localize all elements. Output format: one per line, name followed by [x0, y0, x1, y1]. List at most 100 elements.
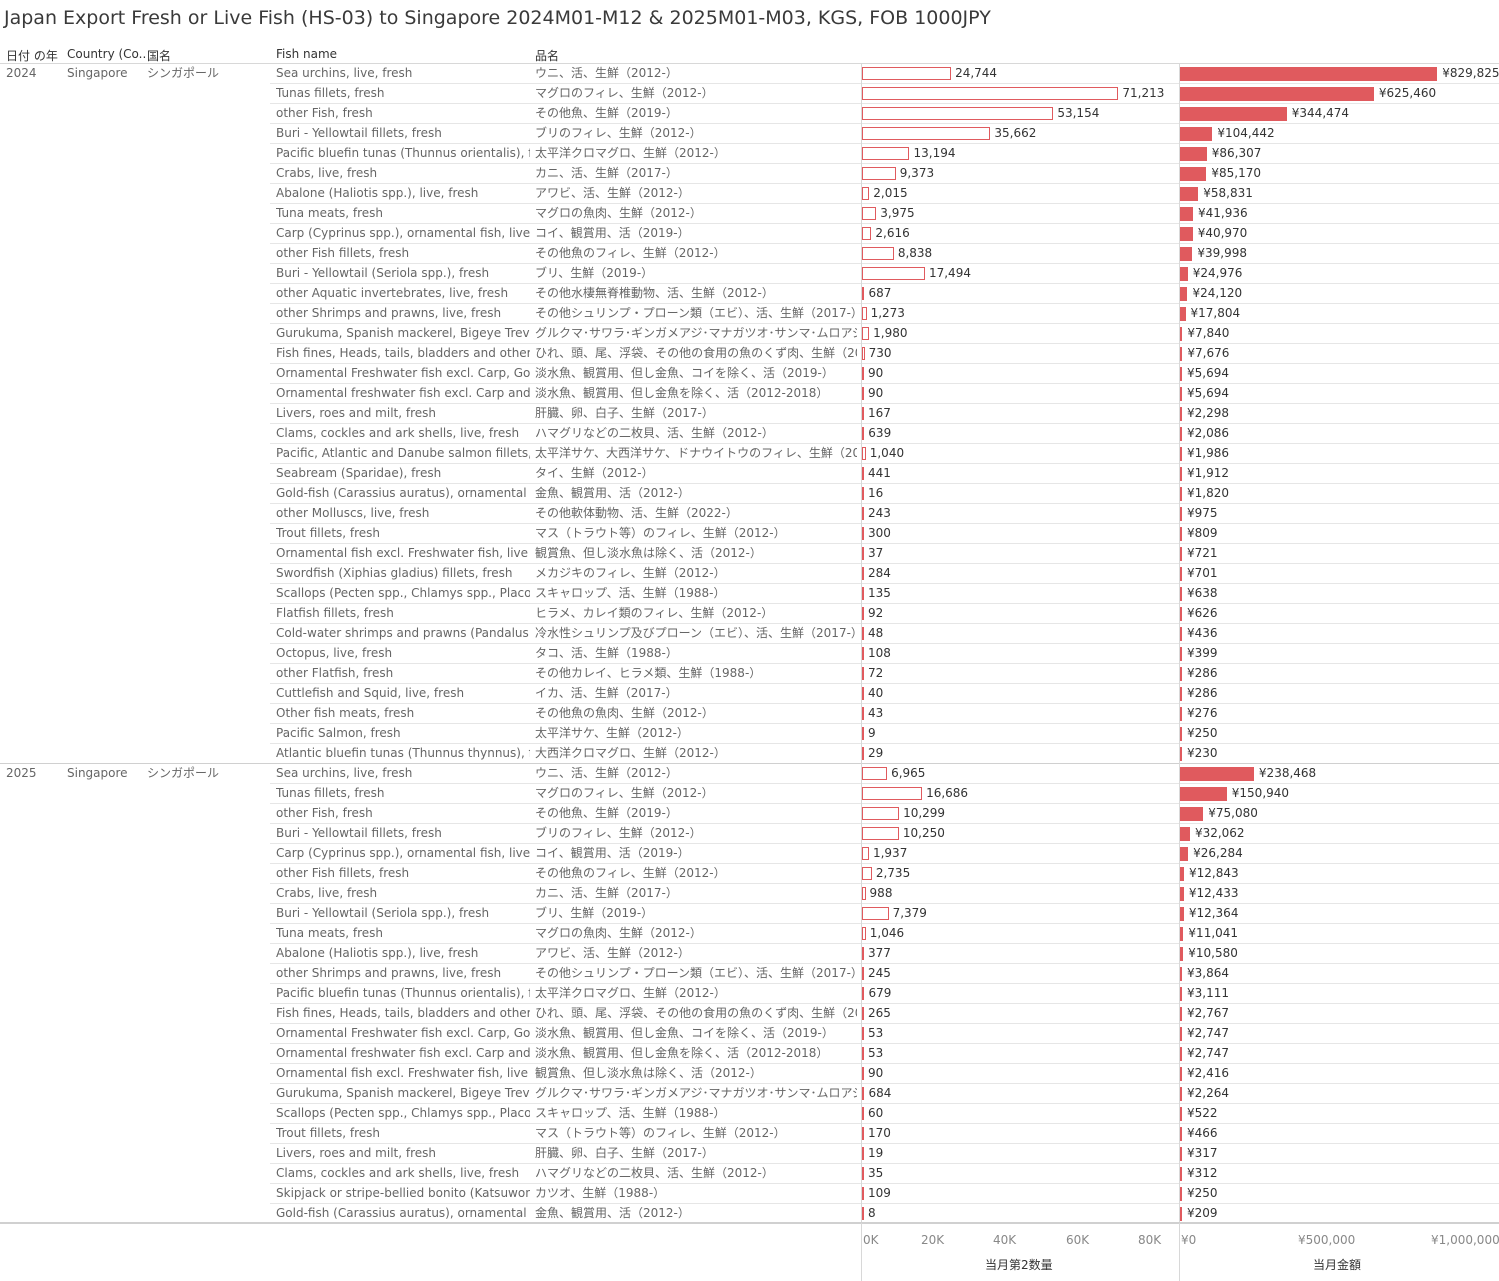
quantity-bar[interactable] [862, 747, 864, 760]
quantity-bar[interactable] [862, 867, 872, 880]
quantity-bar[interactable] [862, 967, 864, 980]
quantity-bar[interactable] [862, 1207, 864, 1220]
value-bar[interactable] [1180, 667, 1182, 681]
quantity-bar[interactable] [862, 827, 899, 840]
value-bar[interactable] [1180, 567, 1182, 581]
quantity-bar[interactable] [862, 347, 865, 360]
quantity-bar[interactable] [862, 787, 923, 800]
quantity-bar[interactable] [862, 707, 864, 720]
value-bar[interactable] [1180, 507, 1182, 521]
header-year[interactable]: 日付 の年 [6, 49, 58, 63]
quantity-bar[interactable] [862, 547, 864, 560]
value-bar[interactable] [1180, 287, 1188, 301]
value-bar[interactable] [1180, 87, 1374, 101]
header-jp-name[interactable]: 品名 [535, 49, 560, 63]
value-bar[interactable] [1180, 1147, 1182, 1161]
quantity-bar[interactable] [862, 387, 864, 400]
value-bar[interactable] [1180, 967, 1182, 981]
quantity-bar[interactable] [862, 1107, 864, 1120]
quantity-bar[interactable] [862, 247, 894, 260]
quantity-bar[interactable] [862, 527, 864, 540]
value-bar[interactable] [1180, 147, 1207, 161]
quantity-bar[interactable] [862, 1047, 864, 1060]
quantity-bar[interactable] [862, 427, 865, 440]
value-bar[interactable] [1180, 907, 1184, 921]
quantity-bar[interactable] [862, 1187, 864, 1200]
value-bar[interactable] [1180, 1207, 1182, 1221]
quantity-bar[interactable] [862, 887, 866, 900]
value-bar[interactable] [1180, 747, 1182, 761]
quantity-bar[interactable] [862, 807, 900, 820]
quantity-bar[interactable] [862, 687, 864, 700]
quantity-bar[interactable] [862, 87, 1119, 100]
value-bar[interactable] [1180, 987, 1182, 1001]
value-bar[interactable] [1180, 867, 1184, 881]
value-bar[interactable] [1180, 347, 1183, 361]
quantity-bar[interactable] [862, 1167, 864, 1180]
quantity-bar[interactable] [862, 647, 864, 660]
quantity-bar[interactable] [862, 907, 889, 920]
header-fish-name[interactable]: Fish name [276, 47, 338, 61]
value-bar[interactable] [1180, 927, 1184, 941]
value-bar[interactable] [1180, 627, 1182, 641]
value-bar[interactable] [1180, 387, 1182, 401]
quantity-bar[interactable] [862, 447, 866, 460]
quantity-bar[interactable] [862, 487, 864, 500]
quantity-bar[interactable] [862, 847, 869, 860]
value-bar[interactable] [1180, 547, 1182, 561]
value-bar[interactable] [1180, 687, 1182, 701]
quantity-bar[interactable] [862, 567, 864, 580]
quantity-bar[interactable] [862, 327, 870, 340]
quantity-bar[interactable] [862, 667, 864, 680]
quantity-bar[interactable] [862, 127, 991, 140]
value-bar[interactable] [1180, 407, 1182, 421]
quantity-bar[interactable] [862, 627, 864, 640]
value-bar[interactable] [1180, 127, 1213, 141]
value-bar[interactable] [1180, 427, 1182, 441]
value-bar[interactable] [1180, 247, 1193, 261]
value-bar[interactable] [1180, 367, 1182, 381]
value-bar[interactable] [1180, 787, 1227, 801]
quantity-bar[interactable] [862, 207, 877, 220]
value-bar[interactable] [1180, 847, 1189, 861]
value-bar[interactable] [1180, 1167, 1182, 1181]
quantity-bar[interactable] [862, 767, 888, 780]
quantity-bar[interactable] [862, 947, 864, 960]
value-bar[interactable] [1180, 727, 1182, 741]
value-bar[interactable] [1180, 207, 1193, 221]
quantity-bar[interactable] [862, 67, 952, 80]
value-bar[interactable] [1180, 807, 1204, 821]
value-bar[interactable] [1180, 1187, 1182, 1201]
value-bar[interactable] [1180, 67, 1438, 81]
quantity-bar[interactable] [862, 267, 925, 280]
value-bar[interactable] [1180, 447, 1182, 461]
quantity-bar[interactable] [862, 1027, 864, 1040]
value-bar[interactable] [1180, 187, 1199, 201]
value-bar[interactable] [1180, 1047, 1182, 1061]
quantity-bar[interactable] [862, 287, 865, 300]
quantity-bar[interactable] [862, 107, 1054, 120]
value-bar[interactable] [1180, 327, 1183, 341]
quantity-bar[interactable] [862, 227, 872, 240]
quantity-bar[interactable] [862, 187, 870, 200]
quantity-bar[interactable] [862, 587, 864, 600]
value-bar[interactable] [1180, 1027, 1182, 1041]
quantity-bar[interactable] [862, 927, 866, 940]
quantity-bar[interactable] [862, 367, 864, 380]
value-bar[interactable] [1180, 587, 1182, 601]
quantity-bar[interactable] [862, 407, 864, 420]
value-bar[interactable] [1180, 1087, 1182, 1101]
quantity-bar[interactable] [862, 727, 864, 740]
value-bar[interactable] [1180, 107, 1287, 121]
value-bar[interactable] [1180, 1107, 1182, 1121]
quantity-bar[interactable] [862, 1127, 864, 1140]
quantity-bar[interactable] [862, 1007, 864, 1020]
value-bar[interactable] [1180, 607, 1182, 621]
value-bar[interactable] [1180, 707, 1182, 721]
value-bar[interactable] [1180, 267, 1188, 281]
value-bar[interactable] [1180, 467, 1182, 481]
quantity-bar[interactable] [862, 467, 864, 480]
quantity-bar[interactable] [862, 1067, 864, 1080]
value-bar[interactable] [1180, 227, 1193, 241]
value-bar[interactable] [1180, 307, 1186, 321]
